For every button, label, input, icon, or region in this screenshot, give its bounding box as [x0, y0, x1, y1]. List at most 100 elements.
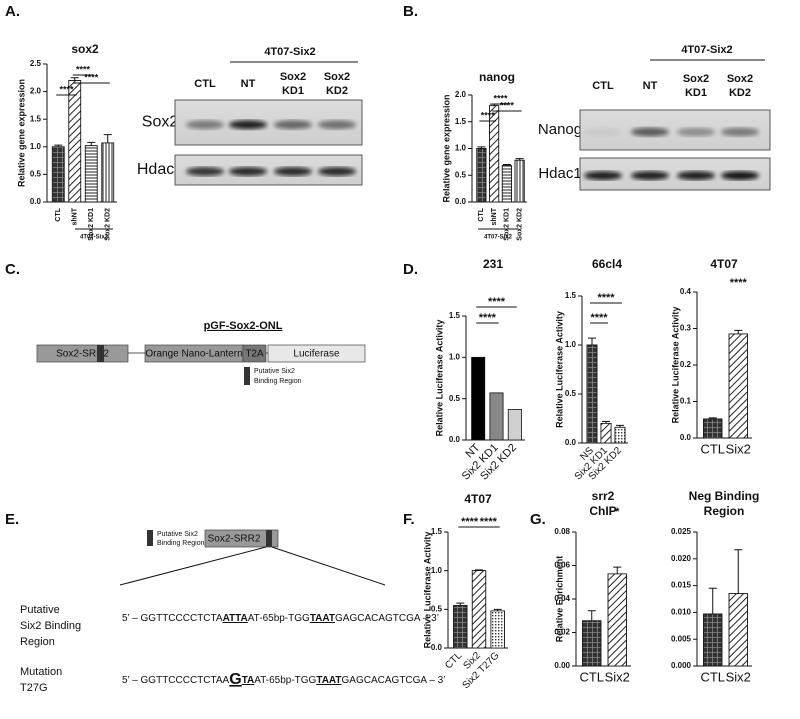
sequence-part: GAGCACAGTCGA – 3’ [342, 675, 446, 686]
sequence-part: GAGCACAGTCGA – 3’ [335, 613, 439, 624]
legend-text: Putative Six2 [254, 368, 295, 375]
blot-band [229, 167, 267, 176]
y-tick-label: 0.1 [680, 397, 692, 406]
significance-label: **** [597, 292, 615, 304]
x-tick-label: Six2 [605, 669, 630, 684]
blot-band [677, 127, 715, 137]
row-label: Six2 Binding [20, 620, 81, 632]
chart-title: Neg Binding [689, 489, 760, 503]
sequence: 5’ – GGTTCCCCTCTAATTAAT-65bp-TGGTAATGAGC… [122, 613, 439, 624]
bar-pattern [84, 145, 98, 203]
y-tick-label: 0.000 [671, 661, 692, 670]
significance-label: **** [488, 296, 506, 308]
y-tick-label: 0.0 [565, 438, 577, 447]
x-tick-label: Sox2 KD1 [88, 208, 95, 241]
significance-label: **** [461, 516, 479, 528]
error-bar [587, 610, 596, 621]
x-tick-label: CTL [700, 441, 725, 456]
lane-label: KD1 [685, 87, 707, 99]
error-bar [602, 420, 610, 424]
lane-label: NT [241, 78, 256, 90]
y-tick-label: 1.0 [455, 144, 467, 153]
error-bar [588, 337, 596, 345]
significance-label: **** [480, 516, 498, 528]
blot-band [721, 171, 759, 181]
significance-label: **** [500, 100, 515, 110]
y-tick-label: 0.5 [30, 170, 42, 179]
y-axis-label: Relative Luciferase Activity [670, 307, 680, 424]
error-bar [515, 158, 524, 161]
x-tick-label: CTL [55, 207, 62, 221]
chart-title: 231 [483, 257, 503, 271]
group-label: 4T07-Six2 [80, 235, 109, 241]
y-tick-label: 0.015 [671, 581, 692, 590]
x-tick-label: Six2 [726, 669, 751, 684]
bar-pattern [728, 593, 748, 667]
row-label: Mutation [20, 666, 62, 678]
construct-part-label: Sox2-SRR2 [56, 349, 109, 360]
chart-title: 4T07 [464, 492, 492, 506]
legend-swatch [244, 367, 250, 385]
chart-title: Region [704, 504, 745, 518]
significance-label: **** [84, 72, 99, 82]
lane-label: Sox2 [727, 73, 753, 85]
blot-band [721, 127, 759, 137]
blot-group-label: 4T07-Six2 [264, 46, 315, 58]
significance-label: **** [730, 277, 748, 289]
error-bar [477, 146, 486, 149]
x-tick-label: Six2 [726, 441, 751, 456]
y-tick-label: 1.5 [30, 114, 42, 123]
blot-band [229, 120, 267, 130]
bar-pattern [703, 418, 723, 439]
chart-title: ChIP [589, 504, 616, 518]
significance-label: **** [479, 312, 497, 324]
y-tick-label: 1.0 [30, 142, 42, 151]
error-bar [502, 164, 511, 166]
y-tick-label: 0.0 [449, 435, 461, 444]
zoom-line [271, 546, 386, 586]
y-tick-label: 0.5 [565, 389, 577, 398]
x-tick-label: CTL [478, 207, 485, 221]
y-tick-label: 1.5 [565, 291, 577, 300]
blot-band [186, 120, 224, 130]
bar-pattern [471, 570, 487, 649]
construct-part-label: Orange Nano-Lantern [145, 349, 242, 360]
row-label: Hdac1 [137, 161, 183, 178]
bar-pattern [614, 426, 626, 444]
y-tick-label: 0.020 [671, 554, 692, 563]
chart-title: 66cl4 [592, 257, 622, 271]
sequence-part: ATTA [223, 613, 248, 624]
lane-label: KD2 [729, 87, 751, 99]
legend-text: Binding Region [254, 378, 302, 385]
error-bar [708, 417, 717, 420]
sequence-part: G [229, 671, 241, 688]
lane-label: CTL [194, 78, 216, 90]
y-tick-label: 0.06 [554, 561, 570, 570]
panel-label: F. [403, 511, 415, 528]
significance-label: * [615, 506, 620, 518]
bar-pattern [600, 422, 612, 444]
bar-pattern [582, 620, 602, 667]
panel-label: G. [530, 511, 546, 528]
sequence-part: 5’ – GGTTCCCCTCTAA [122, 675, 230, 686]
element-box [204, 529, 279, 548]
y-tick-label: 1.5 [449, 311, 461, 320]
sequence-part: TA [242, 675, 255, 686]
error-bar [616, 424, 624, 428]
lane-label: NT [643, 80, 658, 92]
lane-label: Sox2 [280, 71, 306, 83]
significance-label: **** [59, 84, 74, 94]
y-tick-label: 0.0 [431, 643, 443, 652]
y-tick-label: 1.0 [431, 566, 443, 575]
y-tick-label: 0.5 [455, 170, 467, 179]
y-tick-label: 0.0 [30, 197, 42, 206]
y-axis-label: Relative Luciferase Activity [422, 532, 432, 649]
bar-pattern [586, 344, 598, 444]
blot-band [584, 127, 622, 137]
row-label: Sox2 [142, 114, 179, 131]
chart-title: sox2 [71, 42, 99, 56]
y-axis-label: Relative Luciferase Activity [434, 320, 444, 437]
blot-band [631, 127, 669, 137]
binding-site [266, 530, 272, 547]
